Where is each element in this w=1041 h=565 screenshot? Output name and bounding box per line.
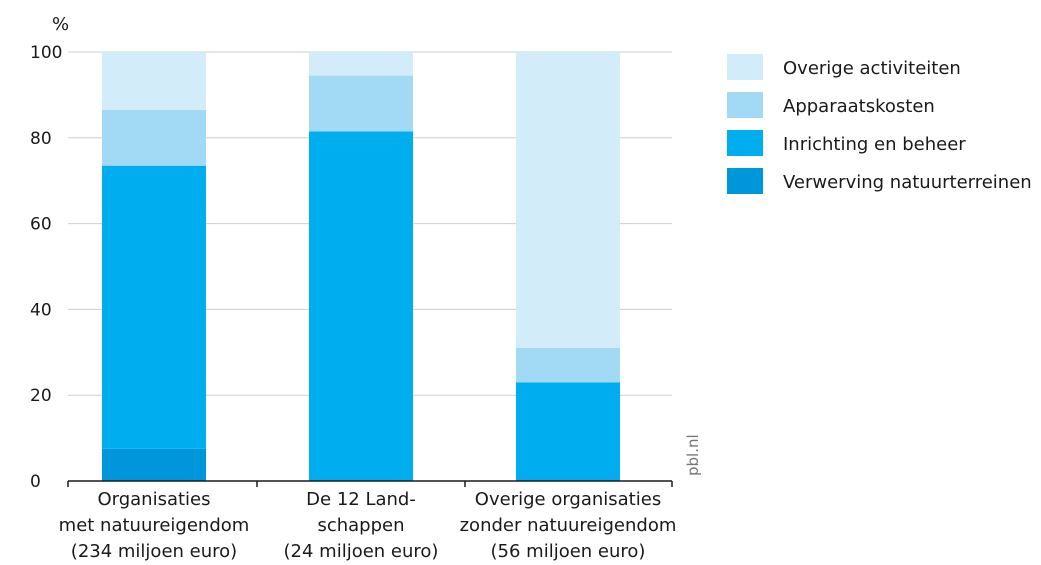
- x-category-label: (24 miljoen euro): [284, 541, 439, 562]
- y-tick-label: 80: [30, 129, 52, 149]
- x-category-label: Organisaties: [97, 489, 210, 510]
- y-tick-label: 60: [30, 215, 52, 235]
- bar-segment: [516, 52, 620, 349]
- legend-label: Apparaatskosten: [783, 96, 935, 117]
- source-label: pbl.nl: [684, 434, 702, 476]
- legend-swatch: [727, 92, 763, 118]
- legend-swatch: [727, 130, 763, 156]
- legend-swatch: [727, 168, 763, 194]
- legend: Overige activiteiten Apparaatskosten Inric…: [727, 54, 1032, 194]
- bars: [102, 52, 620, 482]
- legend-label: Inrichting en beheer: [783, 134, 966, 155]
- bar-segment: [309, 52, 413, 76]
- y-tick-label: 40: [30, 300, 52, 320]
- x-category-label: schappen: [317, 515, 404, 536]
- y-tick-label: 20: [30, 386, 52, 406]
- y-tick-label: 0: [30, 472, 41, 492]
- y-axis-unit-label: %: [52, 14, 69, 35]
- legend-label: Verwerving natuurterreinen: [783, 172, 1032, 193]
- bar-segment: [309, 131, 413, 482]
- bar-segment: [102, 165, 206, 449]
- x-category-label: zonder natuureigendom: [460, 515, 677, 536]
- bar-segment: [102, 109, 206, 166]
- bar-segment: [516, 382, 620, 481]
- x-category-label: (234 miljoen euro): [71, 541, 237, 562]
- x-category-label: De 12 Land-: [306, 489, 416, 510]
- bar-segment: [309, 75, 413, 132]
- x-category-label: (56 miljoen euro): [491, 541, 646, 562]
- legend-label: Overige activiteiten: [783, 58, 961, 79]
- x-category-label: met natuureigendom: [59, 515, 250, 536]
- bar-segment: [102, 448, 206, 481]
- bar-segment: [102, 52, 206, 110]
- y-tick-label: 100: [30, 43, 62, 63]
- bar-segment: [516, 348, 620, 383]
- x-category-label: Overige organisaties: [475, 489, 661, 510]
- axes: 0 20 40 60 80 100 Organisaties met natuureigend…: [30, 43, 676, 562]
- legend-swatch: [727, 54, 763, 80]
